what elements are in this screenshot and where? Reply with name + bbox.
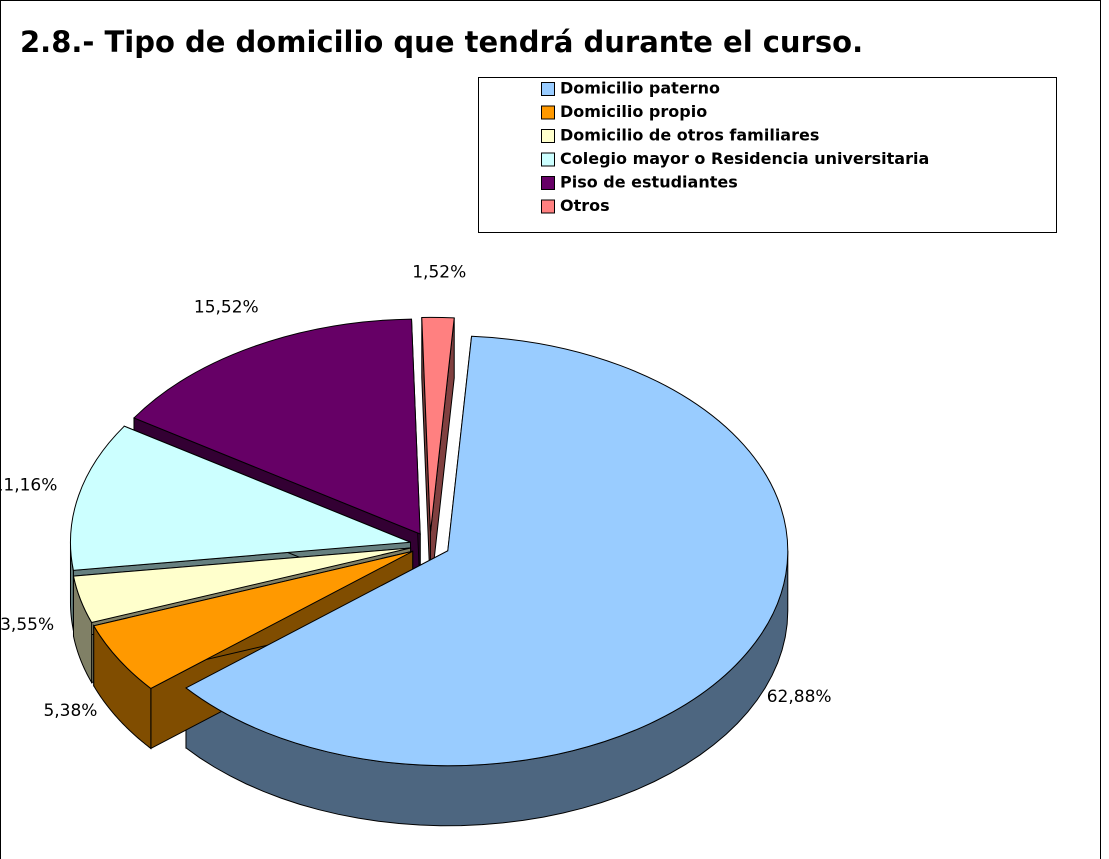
legend-swatch [541,152,555,167]
slice [69,425,411,571]
legend-swatch [541,199,555,214]
legend-label: Colegio mayor o Residencia universitaria [560,149,929,168]
legend-label: Domicilio de otros familiares [560,126,819,145]
legend-swatch [541,105,555,120]
legend-swatch [541,82,555,96]
slice [92,550,413,690]
chart-title: 2.8.- Tipo de domicilio que tendrá duran… [20,25,863,59]
data-label: 5,38% [43,701,97,721]
legend-label: Domicilio paterno [560,79,720,98]
slice [185,335,789,767]
legend-swatch [541,129,555,143]
legend-label: Domicilio propio [560,102,707,121]
data-label: 15,52% [194,297,259,317]
slice [72,547,411,624]
legend-label: Piso de estudiantes [560,173,738,192]
data-label: 62,88% [767,687,832,707]
data-label: 11,16% [0,476,57,496]
slice [133,318,421,535]
legend-label: Otros [560,196,610,215]
legend-swatch [541,176,555,190]
legend-box [478,77,1057,233]
slice [421,316,455,533]
data-label: 1,52% [412,262,466,282]
data-label: 3,55% [0,615,54,635]
